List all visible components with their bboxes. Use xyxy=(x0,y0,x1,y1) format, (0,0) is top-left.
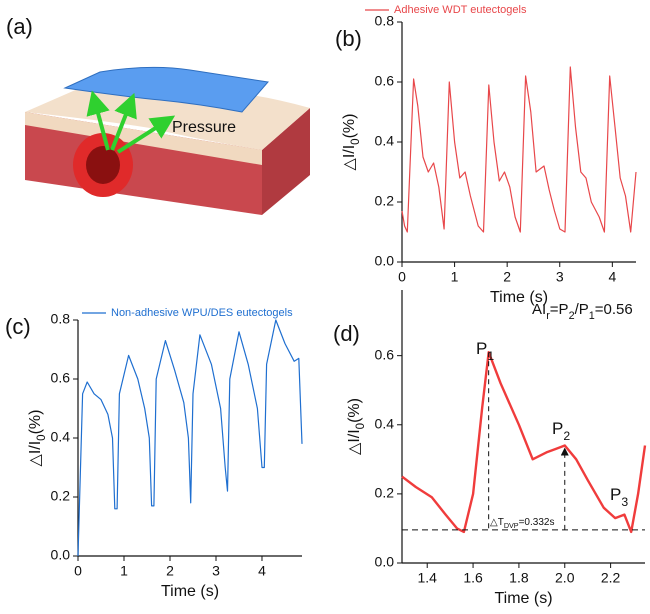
y-tick-label: 0.6 xyxy=(375,73,395,89)
annotation-part: AI xyxy=(532,301,546,318)
annotation: AIr=P2/P1=0.56 xyxy=(532,301,633,322)
data-line xyxy=(77,319,303,557)
x-tick-label: 1.8 xyxy=(509,570,529,586)
y-tick-label: 0.0 xyxy=(51,547,71,563)
y-axis-label: △I/I0(%) xyxy=(27,410,48,467)
arrow xyxy=(86,90,110,151)
legend-label: Adhesive WDT eutectogels xyxy=(394,4,527,16)
y-axis-label: △I/I0(%) xyxy=(341,114,362,171)
panel-label: (a) xyxy=(6,14,33,39)
vessel-lumen xyxy=(86,146,120,184)
y-tick-label: 0.4 xyxy=(375,415,395,431)
y-tick-label: 0.6 xyxy=(375,346,395,362)
panel-label: (b) xyxy=(335,26,362,51)
annotation-part: 2 xyxy=(563,429,570,443)
y-axis-label-part: △I/I xyxy=(341,145,358,171)
data-line xyxy=(401,351,647,534)
y-axis-label-part: 0 xyxy=(355,423,367,429)
x-tick-label: 2 xyxy=(166,563,174,579)
x-tick-label: 2.0 xyxy=(555,570,575,586)
x-tick-label: 4 xyxy=(608,269,616,285)
annotation: P2 xyxy=(552,419,570,443)
x-axis-label: Time (s) xyxy=(494,590,552,607)
x-axis-label: Time (s) xyxy=(161,583,219,600)
x-tick-label: 0 xyxy=(74,563,82,579)
y-tick-label: 0.8 xyxy=(375,13,395,29)
data-line xyxy=(401,66,637,233)
annotation-part: r xyxy=(546,310,550,322)
annotation-part: P xyxy=(552,419,563,438)
annotation-part: 2 xyxy=(569,310,575,322)
x-tick-label: 1.4 xyxy=(417,570,437,586)
y-axis-label-part: △I/I xyxy=(27,441,44,467)
annotation-part: DVP xyxy=(504,521,519,530)
x-tick-label: 1.6 xyxy=(463,570,483,586)
arrow xyxy=(116,115,176,154)
annotation-part: =P xyxy=(550,301,569,318)
y-tick-label: 0.2 xyxy=(375,193,395,209)
annotation-part: △T xyxy=(490,517,504,528)
y-axis-label-part: (%) xyxy=(346,398,363,423)
annotation-part: =0.56 xyxy=(595,301,633,318)
y-tick-label: 0.8 xyxy=(51,311,71,327)
y-axis-label-part: (%) xyxy=(27,410,44,435)
x-axis-label: Time (s) xyxy=(490,289,548,306)
annotation: △TDVP=0.332s xyxy=(490,517,554,531)
panel-label: (c) xyxy=(5,314,31,339)
x-tick-label: 2.2 xyxy=(601,570,621,586)
annotation-part: =0.332s xyxy=(519,517,555,528)
y-tick-label: 0.2 xyxy=(375,485,395,501)
x-tick-label: 1 xyxy=(120,563,128,579)
y-axis-label-part: △I/I xyxy=(346,429,363,455)
annotation-part: 3 xyxy=(621,495,628,509)
panel-label: (d) xyxy=(333,321,360,346)
tissue-front xyxy=(25,112,262,215)
tissue-side xyxy=(262,108,310,215)
y-axis-label: △I/I0(%) xyxy=(346,398,367,455)
arrow xyxy=(110,92,137,151)
y-tick-label: 0.4 xyxy=(375,133,395,149)
pressure-label: Pressure xyxy=(172,119,236,136)
y-axis-label-part: 0 xyxy=(36,434,48,440)
x-tick-label: 4 xyxy=(258,563,266,579)
y-axis-label-part: 0 xyxy=(350,138,362,144)
annotation: P3 xyxy=(610,485,628,509)
legend-label: Non-adhesive WPU/DES eutectogels xyxy=(111,307,293,319)
annotation-part: 1 xyxy=(589,310,595,322)
annotation-part: /P xyxy=(575,301,589,318)
x-tick-label: 0 xyxy=(398,269,406,285)
x-tick-label: 3 xyxy=(556,269,564,285)
annotation-part: 1 xyxy=(487,349,494,363)
annotation: P1 xyxy=(476,339,494,363)
skin-front xyxy=(25,112,262,165)
illustration: Pressure xyxy=(25,66,310,215)
y-tick-label: 0.0 xyxy=(375,554,395,570)
x-tick-label: 2 xyxy=(503,269,511,285)
x-tick-label: 3 xyxy=(212,563,220,579)
annotation-part: P xyxy=(610,485,621,504)
annotation-part: P xyxy=(476,339,487,358)
y-tick-label: 0.0 xyxy=(375,253,395,269)
y-tick-label: 0.6 xyxy=(51,370,71,386)
y-tick-label: 0.2 xyxy=(51,488,71,504)
x-tick-label: 1 xyxy=(451,269,459,285)
y-tick-label: 0.4 xyxy=(51,429,71,445)
y-axis-label-part: (%) xyxy=(341,114,358,139)
